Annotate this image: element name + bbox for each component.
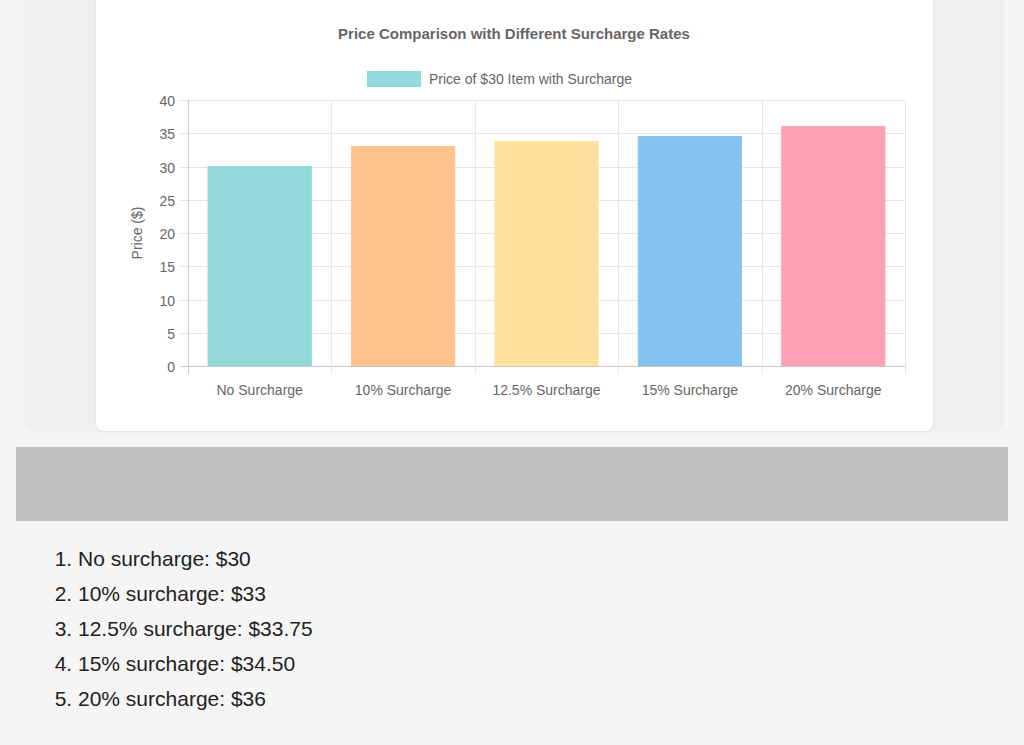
y-tick-label: 40	[159, 93, 175, 109]
y-tick-label: 15	[159, 259, 175, 275]
y-tick-label: 10	[159, 293, 175, 309]
y-tick-label: 0	[167, 359, 175, 375]
y-tick-label: 35	[159, 126, 175, 142]
note-item: 20% surcharge: $36	[78, 681, 313, 716]
note-item: 12.5% surcharge: $33.75	[78, 611, 313, 646]
notes-list: No surcharge: $3010% surcharge: $3312.5%…	[0, 541, 313, 716]
bar	[638, 137, 741, 366]
bar	[208, 167, 311, 367]
gray-band	[16, 447, 1008, 521]
y-axis-label: Price ($)	[129, 207, 145, 260]
note-item: 15% surcharge: $34.50	[78, 646, 313, 681]
x-tick-label: No Surcharge	[217, 382, 304, 398]
x-tick-label: 20% Surcharge	[785, 382, 882, 398]
x-grid-line	[188, 100, 189, 374]
y-tick-label: 25	[159, 193, 175, 209]
x-grid-line	[475, 100, 476, 374]
grid-line	[180, 366, 905, 367]
bars	[208, 127, 885, 366]
grid-line	[180, 100, 905, 101]
legend-label: Price of $30 Item with Surcharge	[429, 71, 632, 87]
x-tick-label: 15% Surcharge	[642, 382, 739, 398]
chart: Price Comparison with Different Surcharg…	[0, 0, 1024, 440]
bar	[495, 142, 598, 366]
x-tick-label: 12.5% Surcharge	[492, 382, 600, 398]
bar	[782, 127, 885, 366]
bar	[351, 147, 454, 366]
legend-swatch	[368, 72, 421, 87]
x-grid-line	[331, 100, 332, 374]
note-item: No surcharge: $30	[78, 541, 313, 576]
x-grid-line	[905, 100, 906, 374]
x-grid-line	[762, 100, 763, 374]
y-tick-label: 5	[167, 326, 175, 342]
title: Price Comparison with Different Surcharg…	[338, 25, 690, 42]
y-tick-label: 20	[159, 226, 175, 242]
note-item: 10% surcharge: $33	[78, 576, 313, 611]
x-tick-label: 10% Surcharge	[355, 382, 452, 398]
y-tick-label: 30	[159, 160, 175, 176]
x-grid-line	[618, 100, 619, 374]
